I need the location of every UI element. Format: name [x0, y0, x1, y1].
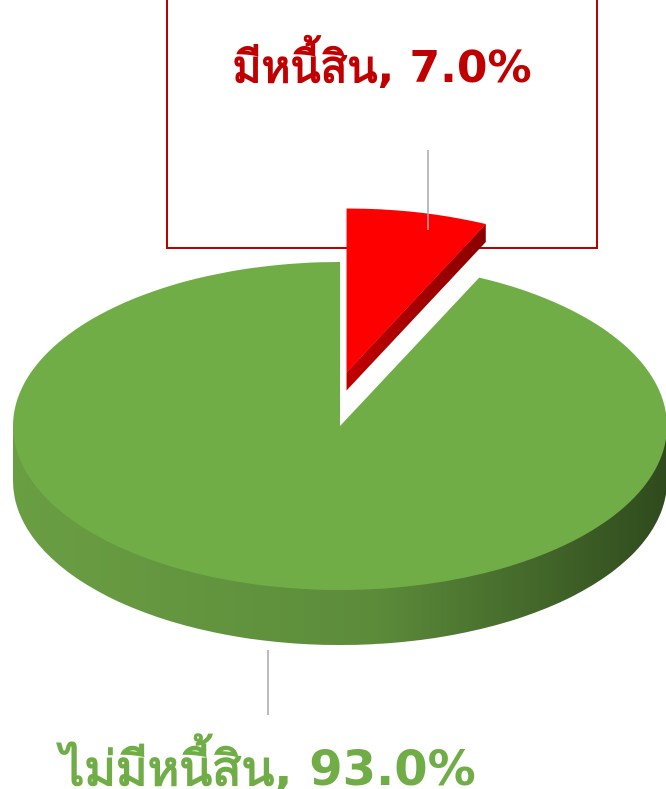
data-label: มีหนี้สิน, 7.0%: [232, 34, 531, 93]
label-box: [166, 0, 598, 249]
slice-side: [346, 224, 486, 391]
pie-slice: [13, 262, 666, 590]
pie: [13, 208, 666, 645]
data-label: ไม่มีหนี้สิน, 93.0%: [55, 733, 475, 789]
pie-slice: [346, 208, 486, 373]
